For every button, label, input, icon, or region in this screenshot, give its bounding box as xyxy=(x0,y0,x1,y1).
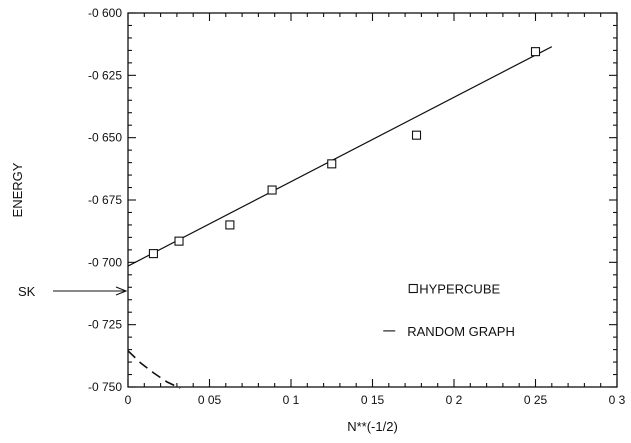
y-tick-label: -0 725 xyxy=(88,318,122,332)
hypercube-point xyxy=(327,159,337,169)
hypercube-point xyxy=(225,220,235,230)
x-axis-label: N**(-1/2) xyxy=(347,419,398,434)
sk-arrow-head xyxy=(115,286,128,296)
x-tick-label: 0 1 xyxy=(283,393,300,407)
legend-hypercube-label: HYPERCUBE xyxy=(419,282,500,297)
plot-data xyxy=(127,46,553,389)
y-tick-label: -0 675 xyxy=(88,193,122,207)
x-tick-label: 0 2 xyxy=(446,393,463,407)
x-tick-label: 0 05 xyxy=(198,393,222,407)
hypercube-point xyxy=(174,236,184,246)
x-tick-label: 0 15 xyxy=(361,393,385,407)
y-axis-label: ENERGY xyxy=(10,162,25,217)
random-graph-curve xyxy=(127,350,181,389)
y-tick-label: -0 750 xyxy=(88,380,122,394)
x-tick-label: 0 25 xyxy=(524,393,548,407)
x-tick-label: 0 3 xyxy=(609,393,626,407)
hypercube-point xyxy=(530,47,541,57)
plot-axes xyxy=(127,12,618,388)
y-tick-label: -0 700 xyxy=(88,255,122,269)
axis-ticks xyxy=(127,12,618,388)
annotation: SK xyxy=(18,284,128,299)
fit-line xyxy=(127,46,553,267)
legend-hypercube-marker xyxy=(408,283,418,294)
legend: HYPERCUBE RANDOM GRAPH xyxy=(383,282,515,339)
y-tick-label: -0 600 xyxy=(88,6,122,20)
hypercube-point xyxy=(411,130,422,140)
x-tick-label: 0 xyxy=(125,393,132,407)
hypercube-point xyxy=(148,249,158,259)
legend-random-graph-label: RANDOM GRAPH xyxy=(407,324,515,339)
plot-frame xyxy=(127,12,618,388)
y-tick-label: -0 625 xyxy=(88,68,122,82)
y-tick-label: -0 650 xyxy=(88,131,122,145)
tick-labels: 0 0 05 0 1 0 15 0 2 0 25 0 3 -0 750 -0 725 -0 700… xyxy=(88,6,626,407)
sk-label: SK xyxy=(18,284,36,299)
hypercube-point xyxy=(267,185,277,195)
